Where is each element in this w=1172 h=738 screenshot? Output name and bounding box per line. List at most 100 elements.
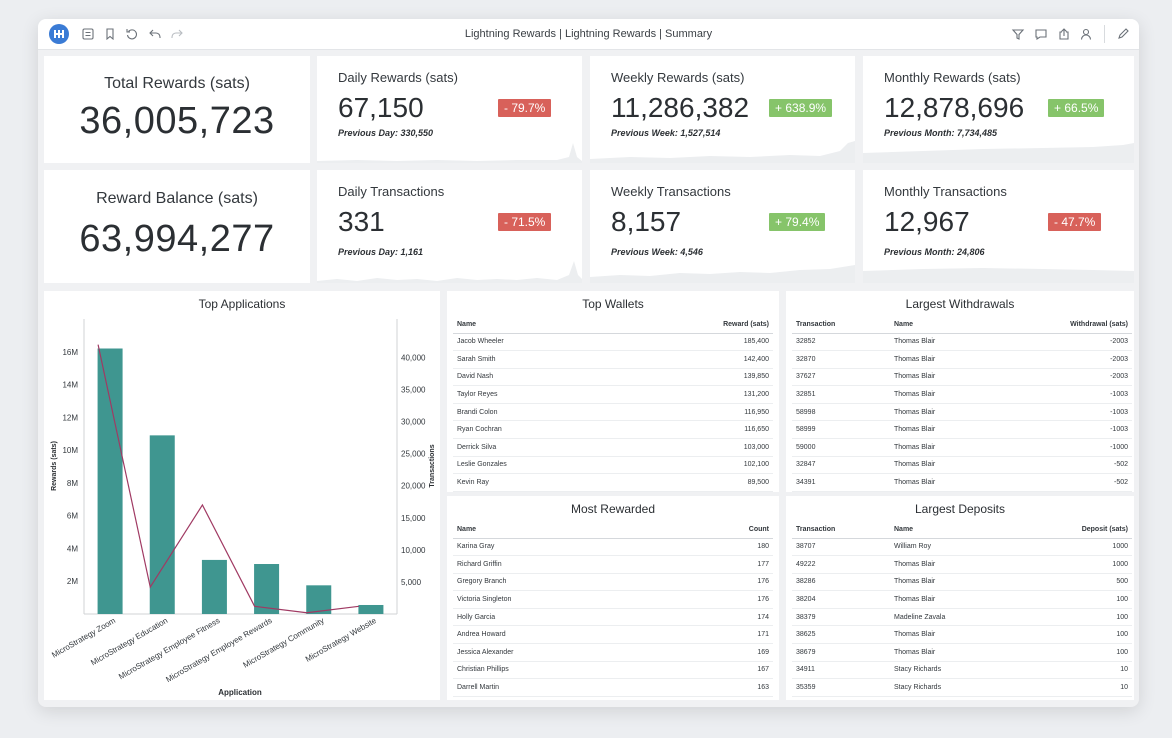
reward-balance-card: Reward Balance (sats) 63,994,277 bbox=[44, 170, 310, 283]
table-row[interactable]: 59000 Thomas Blair -1000 bbox=[792, 438, 1132, 457]
table-row[interactable]: 32852 Thomas Blair -2003 bbox=[792, 333, 1132, 352]
table-cell: 38204 bbox=[792, 590, 890, 609]
table-row[interactable]: 38679 Thomas Blair 100 bbox=[792, 643, 1132, 662]
column-header-withdrawal[interactable]: Withdrawal (sats) bbox=[993, 316, 1132, 334]
table-row[interactable]: Karina Gray 180 bbox=[453, 538, 773, 557]
table-row[interactable]: 34391 Thomas Blair -502 bbox=[792, 473, 1132, 492]
table-row[interactable]: 32870 Thomas Blair -2003 bbox=[792, 350, 1132, 369]
table-row[interactable]: Kevin Ray 89,500 bbox=[453, 473, 773, 492]
table-row[interactable]: David Nash 139,850 bbox=[453, 368, 773, 387]
table-row[interactable]: Christian Phillips 167 bbox=[453, 661, 773, 680]
table-cell: Thomas Blair bbox=[890, 403, 994, 422]
table-cell: 500 bbox=[1016, 573, 1132, 592]
table-row[interactable]: 58999 Thomas Blair -1003 bbox=[792, 420, 1132, 440]
column-header-deposit[interactable]: Deposit (sats) bbox=[1016, 521, 1132, 539]
share-icon[interactable] bbox=[1057, 27, 1071, 41]
table-cell: -1003 bbox=[993, 385, 1132, 404]
table-row[interactable]: Gregory Branch 176 bbox=[453, 573, 773, 592]
table-row[interactable]: Holly Garcia 174 bbox=[453, 608, 773, 627]
largest-withdrawals-title: Largest Withdrawals bbox=[905, 297, 1015, 311]
table-row[interactable]: 38707 William Roy 1000 bbox=[792, 538, 1132, 557]
table-cell: Derrick Silva bbox=[453, 438, 619, 457]
table-cell: Stacy Richards bbox=[890, 678, 1017, 697]
table-cell: 38379 bbox=[792, 608, 890, 627]
table-row[interactable]: 38379 Madeline Zavala 100 bbox=[792, 608, 1132, 627]
table-cell: 102,100 bbox=[618, 456, 773, 475]
table-cell: 100 bbox=[1016, 590, 1132, 609]
table-cell: -1000 bbox=[993, 438, 1132, 457]
monthly-rewards-card: Monthly Rewards (sats) 12,878,696 + 66.5… bbox=[863, 56, 1134, 163]
table-row[interactable]: 38204 Thomas Blair 100 bbox=[792, 590, 1132, 609]
table-cell: Thomas Blair bbox=[890, 643, 1017, 662]
redo-icon[interactable] bbox=[170, 27, 184, 41]
total-rewards-card: Total Rewards (sats) 36,005,723 bbox=[44, 56, 310, 163]
table-row[interactable]: Darrell Martin 163 bbox=[453, 678, 773, 697]
table-row[interactable]: 32847 Thomas Blair -502 bbox=[792, 456, 1132, 475]
table-row[interactable]: Leslie Gonzales 102,100 bbox=[453, 456, 773, 475]
table-cell: 37627 bbox=[792, 368, 890, 387]
column-header-reward[interactable]: Reward (sats) bbox=[618, 316, 773, 334]
monthly-rewards-sparkline bbox=[863, 143, 1134, 163]
reward-balance-label: Reward Balance (sats) bbox=[96, 190, 258, 207]
table-row[interactable]: Taylor Reyes 131,200 bbox=[453, 385, 773, 404]
comment-icon[interactable] bbox=[1034, 27, 1048, 41]
table-cell: Thomas Blair bbox=[890, 350, 994, 369]
y-tick-label: 4M bbox=[67, 544, 78, 553]
daily-transactions-label: Daily Transactions bbox=[338, 184, 445, 199]
monthly-rewards-value: 12,878,696 bbox=[884, 92, 1025, 123]
column-header-name[interactable]: Name bbox=[453, 316, 619, 334]
table-row[interactable]: 37627 Thomas Blair -2003 bbox=[792, 368, 1132, 387]
table-row[interactable]: Jacob Wheeler 185,400 bbox=[453, 333, 773, 352]
y-axis-title: Rewards (sats) bbox=[51, 441, 58, 491]
table-row[interactable]: Richard Griffin 177 bbox=[453, 555, 773, 574]
table-row[interactable]: 32851 Thomas Blair -1003 bbox=[792, 385, 1132, 404]
top-applications-title: Top Applications bbox=[198, 297, 286, 311]
y2-tick-label: 5,000 bbox=[401, 578, 422, 587]
table-of-contents-icon[interactable] bbox=[81, 27, 95, 41]
x-tick-label: MicroStrategy Employee Rewards bbox=[164, 616, 273, 684]
table-cell: Taylor Reyes bbox=[453, 385, 619, 404]
table-cell: Jessica Alexander bbox=[453, 643, 676, 662]
bookmark-icon[interactable] bbox=[103, 27, 117, 41]
table-row[interactable]: Victoria Singleton 176 bbox=[453, 590, 773, 609]
y-tick-label: 8M bbox=[67, 479, 78, 488]
table-row[interactable]: 38286 Thomas Blair 500 bbox=[792, 573, 1132, 592]
filter-icon[interactable] bbox=[1011, 27, 1025, 41]
column-header-transaction[interactable]: Transaction bbox=[792, 316, 890, 334]
reset-icon[interactable] bbox=[125, 27, 139, 41]
column-header-transaction[interactable]: Transaction bbox=[792, 521, 890, 539]
column-header-name[interactable]: Name bbox=[890, 316, 994, 334]
column-header-name[interactable]: Name bbox=[890, 521, 1017, 539]
table-row[interactable]: Jessica Alexander 169 bbox=[453, 643, 773, 662]
table-cell: Stacy Richards bbox=[890, 661, 1017, 680]
monthly-transactions-change-badge: - 47.7% bbox=[1048, 213, 1102, 231]
undo-icon[interactable] bbox=[148, 27, 162, 41]
table-row[interactable]: 49222 Thomas Blair 1000 bbox=[792, 555, 1132, 574]
daily-transactions-value: 331 bbox=[338, 206, 385, 237]
y2-axis-title: Transactions bbox=[429, 444, 436, 487]
table-cell: 1000 bbox=[1016, 555, 1132, 574]
column-header-count[interactable]: Count bbox=[675, 521, 773, 539]
table-row[interactable]: 34911 Stacy Richards 10 bbox=[792, 661, 1132, 680]
edit-icon[interactable] bbox=[1116, 27, 1130, 41]
table-cell: 10 bbox=[1016, 661, 1132, 680]
daily-rewards-card: Daily Rewards (sats) 67,150 - 79.7% Prev… bbox=[317, 56, 582, 163]
monthly-transactions-label: Monthly Transactions bbox=[884, 184, 1007, 199]
table-row[interactable]: 38625 Thomas Blair 100 bbox=[792, 625, 1132, 645]
table-row[interactable]: Derrick Silva 103,000 bbox=[453, 438, 773, 457]
app-logo-icon[interactable] bbox=[49, 24, 69, 44]
daily-transactions-card: Daily Transactions 331 - 71.5% Previous … bbox=[317, 170, 582, 283]
most-rewarded-table: Name Count Karina Gray 180 Richard Griffin… bbox=[453, 521, 773, 697]
table-row[interactable]: Andrea Howard 171 bbox=[453, 625, 773, 645]
table-row[interactable]: 58998 Thomas Blair -1003 bbox=[792, 403, 1132, 422]
daily-transactions-sparkline bbox=[317, 261, 582, 283]
table-row[interactable]: Brandi Colon 116,950 bbox=[453, 403, 773, 422]
column-header-name[interactable]: Name bbox=[453, 521, 676, 539]
table-row[interactable]: Sarah Smith 142,400 bbox=[453, 350, 773, 369]
largest-withdrawals-table: Transaction Name Withdrawal (sats) 32852… bbox=[792, 316, 1132, 492]
table-row[interactable]: Ryan Cochran 116,650 bbox=[453, 420, 773, 440]
weekly-transactions-previous: Previous Week: 4,546 bbox=[611, 247, 703, 257]
table-cell: Thomas Blair bbox=[890, 385, 994, 404]
user-icon[interactable] bbox=[1079, 27, 1093, 41]
table-row[interactable]: 35359 Stacy Richards 10 bbox=[792, 678, 1132, 697]
